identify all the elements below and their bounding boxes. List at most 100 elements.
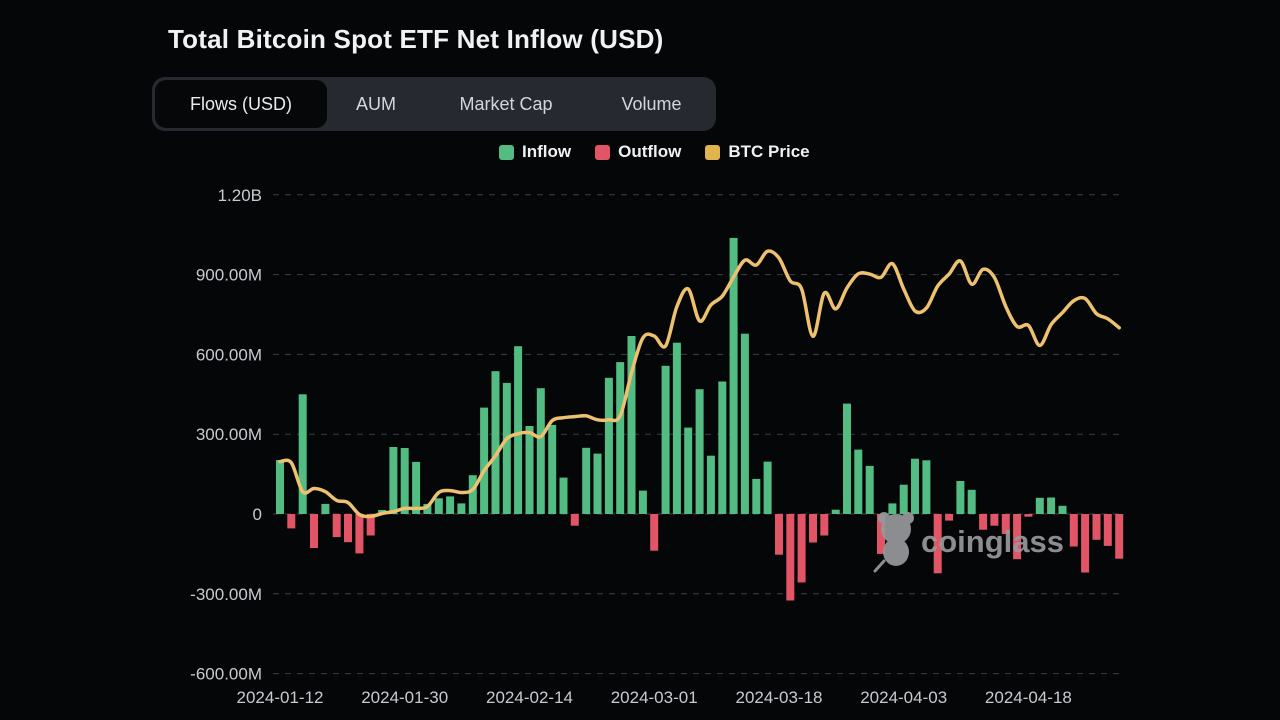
inflow-bar[interactable] xyxy=(491,371,500,514)
inflow-bar[interactable] xyxy=(729,237,738,514)
inflow-bar[interactable] xyxy=(661,365,670,514)
inflow-bar[interactable] xyxy=(321,503,330,514)
inflow-bar[interactable] xyxy=(1047,497,1056,515)
outflow-bar[interactable] xyxy=(1013,514,1022,560)
outflow-bar[interactable] xyxy=(1069,514,1078,547)
inflow-bar[interactable] xyxy=(502,382,511,514)
inflow-bar[interactable] xyxy=(922,460,931,514)
outflow-bar[interactable] xyxy=(990,514,999,526)
inflow-bar[interactable] xyxy=(457,503,466,514)
inflow-bar[interactable] xyxy=(468,475,477,514)
x-axis-label: 2024-03-01 xyxy=(611,688,698,707)
outflow-bar[interactable] xyxy=(332,514,341,538)
outflow-bar[interactable] xyxy=(797,514,806,583)
inflow-bar[interactable] xyxy=(740,333,749,514)
x-axis-label: 2024-01-30 xyxy=(361,688,448,707)
tab-flows-usd[interactable]: Flows (USD) xyxy=(155,80,327,128)
inflow-bar[interactable] xyxy=(423,503,432,514)
inflow-bar[interactable] xyxy=(695,389,704,514)
x-axis-label: 2024-03-18 xyxy=(736,688,823,707)
inflow-bar[interactable] xyxy=(480,407,489,514)
inflow-bar[interactable] xyxy=(582,447,591,514)
outflow-bar[interactable] xyxy=(650,514,659,551)
outflow-bar[interactable] xyxy=(344,514,352,543)
outflow-bar[interactable] xyxy=(287,514,296,529)
outflow-bar[interactable] xyxy=(877,514,885,554)
outflow-bar[interactable] xyxy=(786,514,795,601)
legend: Inflow Outflow BTC Price xyxy=(499,142,810,162)
outflow-bar[interactable] xyxy=(1103,514,1112,546)
outflow-swatch-icon xyxy=(595,144,611,160)
inflow-bar[interactable] xyxy=(672,342,681,514)
outflow-bar[interactable] xyxy=(775,514,783,555)
outflow-bar[interactable] xyxy=(945,514,954,521)
y-axis-label: -600.00M xyxy=(190,665,262,684)
inflow-bar[interactable] xyxy=(763,461,772,514)
inflow-bar[interactable] xyxy=(718,381,727,515)
x-axis-label: 2024-02-14 xyxy=(486,688,573,707)
outflow-bar[interactable] xyxy=(809,514,817,543)
outflow-bar[interactable] xyxy=(570,514,579,526)
y-axis-label: 900.00M xyxy=(196,266,262,285)
x-axis-label: 2024-01-12 xyxy=(237,688,324,707)
outflow-bar[interactable] xyxy=(820,514,829,536)
inflow-bar[interactable] xyxy=(843,403,851,514)
inflow-bar[interactable] xyxy=(514,346,523,514)
inflow-bar[interactable] xyxy=(604,377,613,514)
inflow-bar[interactable] xyxy=(831,509,840,514)
coinglass-watermark: coinglass xyxy=(873,512,1064,573)
inflow-bar[interactable] xyxy=(967,489,976,514)
inflow-bar[interactable] xyxy=(911,458,919,514)
inflow-bar[interactable] xyxy=(752,478,761,514)
outflow-bar[interactable] xyxy=(355,514,364,554)
inflow-bar[interactable] xyxy=(899,484,908,514)
outflow-bar[interactable] xyxy=(1115,514,1124,559)
btc-price-line[interactable] xyxy=(278,249,1121,519)
legend-item-btc-price[interactable]: BTC Price xyxy=(705,142,810,162)
outflow-bar[interactable] xyxy=(979,514,988,530)
inflow-bar[interactable] xyxy=(684,427,693,514)
inflow-bar[interactable] xyxy=(525,426,534,514)
inflow-bar[interactable] xyxy=(389,447,398,514)
outflow-bar[interactable] xyxy=(1092,514,1101,540)
outflow-bar[interactable] xyxy=(933,514,942,574)
tab-market-cap[interactable]: Market Cap xyxy=(459,93,553,114)
y-axis-label: 1.20B xyxy=(218,186,262,205)
legend-item-outflow[interactable]: Outflow xyxy=(595,142,681,162)
inflow-bar[interactable] xyxy=(412,461,421,514)
inflow-swatch-icon xyxy=(499,144,514,160)
tab-volume[interactable]: Volume xyxy=(621,93,682,114)
outflow-bar[interactable] xyxy=(1081,514,1090,573)
legend-label-outflow: Outflow xyxy=(618,142,682,161)
inflow-bar[interactable] xyxy=(1035,497,1044,514)
tab-aum[interactable]: AUM xyxy=(356,93,396,114)
inflow-bar[interactable] xyxy=(706,455,715,514)
inflow-bar[interactable] xyxy=(627,336,636,514)
outflow-bar[interactable] xyxy=(1024,514,1033,517)
inflow-bar[interactable] xyxy=(888,503,897,514)
inflow-bar[interactable] xyxy=(400,448,409,514)
outflow-bar[interactable] xyxy=(366,514,375,536)
inflow-bar[interactable] xyxy=(638,490,647,514)
inflow-bar[interactable] xyxy=(548,424,557,514)
legend-item-inflow[interactable]: Inflow xyxy=(499,142,571,162)
inflow-bar[interactable] xyxy=(434,498,443,514)
watermark-text: coinglass xyxy=(921,524,1064,559)
inflow-bar[interactable] xyxy=(559,477,568,514)
legend-label-btc-price: BTC Price xyxy=(728,142,810,161)
inflow-bar[interactable] xyxy=(865,465,874,514)
inflow-bar[interactable] xyxy=(1058,505,1067,514)
outflow-bar[interactable] xyxy=(1001,514,1010,534)
inflow-bar[interactable] xyxy=(298,394,307,514)
inflow-bar[interactable] xyxy=(593,453,602,514)
inflow-bar[interactable] xyxy=(616,362,625,514)
inflow-bar[interactable] xyxy=(446,496,455,514)
inflow-bar[interactable] xyxy=(956,481,965,514)
x-axis-label: 2024-04-18 xyxy=(985,688,1072,707)
inflow-bar[interactable] xyxy=(536,388,545,514)
inflow-bar[interactable] xyxy=(276,460,284,514)
inflow-bar[interactable] xyxy=(854,449,863,514)
outflow-bar[interactable] xyxy=(310,514,318,548)
